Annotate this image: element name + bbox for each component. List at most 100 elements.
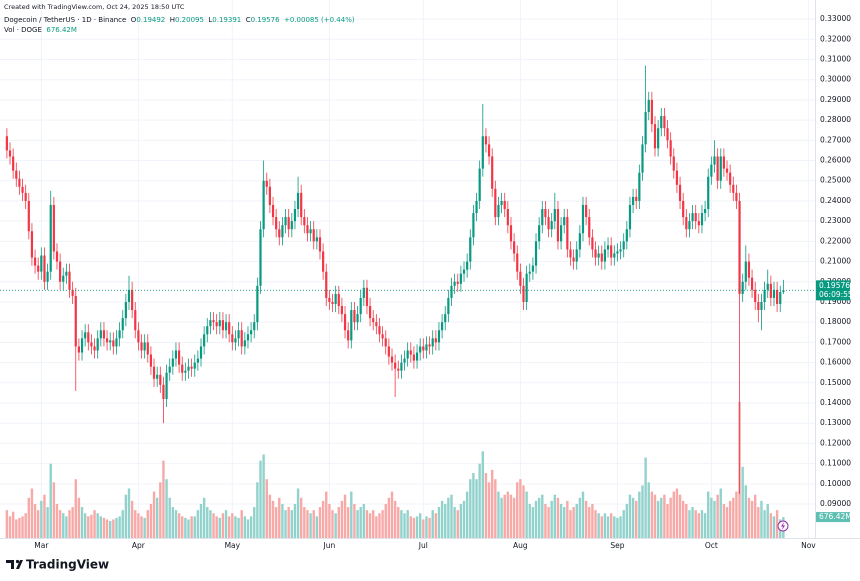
candle-body xyxy=(152,366,156,379)
candle-body xyxy=(415,352,419,361)
candle-body xyxy=(268,186,271,205)
volume-bar xyxy=(68,510,71,538)
candle-body xyxy=(631,196,635,205)
candle-body xyxy=(65,271,68,276)
volume-bar xyxy=(559,503,563,538)
volume-bar xyxy=(303,507,306,538)
candle-body xyxy=(134,310,137,331)
volume-bar xyxy=(741,466,744,538)
volume-bar xyxy=(581,491,585,538)
legend-row: Dogecoin / TetherUS · 1D · Binance O0.19… xyxy=(4,16,355,24)
volume-bar xyxy=(112,519,115,538)
candle-body xyxy=(550,221,553,230)
candle-body xyxy=(503,200,506,210)
candle-body xyxy=(228,322,231,335)
volume-bar xyxy=(569,510,572,538)
volume-bar xyxy=(622,510,625,538)
candle-body xyxy=(534,241,538,266)
candle-body xyxy=(149,354,153,367)
candle-body xyxy=(434,338,437,343)
volume-bar xyxy=(681,500,685,538)
volume-bar xyxy=(218,517,221,538)
volume-bar xyxy=(306,510,309,538)
candle-body xyxy=(600,253,603,262)
candle-body xyxy=(243,340,246,347)
volume-bar xyxy=(271,500,275,538)
volume-bar xyxy=(691,507,694,538)
x-tick-label: Nov xyxy=(801,541,816,550)
candle-body xyxy=(343,314,347,331)
y-tick-label: 0.10000 xyxy=(820,479,851,488)
volume-bar xyxy=(397,507,400,538)
volume-bar xyxy=(475,479,478,538)
y-tick-label: 0.21000 xyxy=(820,257,851,266)
volume-bar xyxy=(606,516,610,538)
candle-body xyxy=(224,322,228,331)
candle-body xyxy=(578,233,581,250)
candle-body xyxy=(49,204,52,272)
volume-bar xyxy=(603,513,607,538)
candle-body xyxy=(575,249,578,262)
y-tick-label: 0.32000 xyxy=(820,34,851,43)
volume-bar xyxy=(365,510,369,538)
volume-bar xyxy=(647,482,650,538)
candle-body xyxy=(669,140,672,157)
candle-body xyxy=(250,330,253,335)
candle-body xyxy=(519,271,522,286)
volume-bar xyxy=(18,517,21,538)
volume-bar xyxy=(309,513,312,538)
ohlc-key: L xyxy=(208,16,213,24)
candle-body xyxy=(622,241,625,250)
volume-bar xyxy=(650,491,654,538)
volume-bar xyxy=(77,497,81,538)
volume-bar xyxy=(259,460,262,538)
candle-body xyxy=(390,356,394,363)
candle-body xyxy=(375,322,378,327)
candle-body xyxy=(124,301,127,319)
candle-body xyxy=(287,217,290,230)
candle-body xyxy=(738,200,741,294)
candle-body xyxy=(256,285,259,323)
candle-body xyxy=(5,136,8,151)
volume-bar xyxy=(481,451,485,538)
volume-bar xyxy=(775,510,779,538)
x-tick-label: Jul xyxy=(418,541,428,550)
candle-body xyxy=(660,116,663,129)
change: +0.00085 (+0.44%) xyxy=(284,16,355,24)
candle-body xyxy=(372,318,375,323)
volume-bar xyxy=(500,497,503,538)
candle-body xyxy=(112,340,115,347)
volume-bar xyxy=(506,491,510,538)
candle-body xyxy=(628,204,632,230)
volume-bar xyxy=(343,494,347,538)
volume-bar xyxy=(149,503,153,538)
volume-value: 676.42M xyxy=(46,26,77,34)
volume-bar xyxy=(672,491,675,538)
ohlc-key: O xyxy=(130,16,137,24)
candle-body xyxy=(663,116,666,129)
volume-bar xyxy=(231,513,234,538)
candle-body xyxy=(259,229,262,286)
volume-bar xyxy=(115,517,118,538)
volume-bar xyxy=(127,488,131,538)
candle-body xyxy=(450,285,453,298)
price-label-box xyxy=(816,280,850,301)
volume-bar xyxy=(494,479,497,538)
volume-bar xyxy=(509,494,513,538)
volume-bar xyxy=(638,491,641,538)
candle-body xyxy=(212,320,215,323)
candle-body xyxy=(597,253,600,258)
candle-body xyxy=(653,124,657,149)
candle-body xyxy=(177,350,181,365)
volume-bar xyxy=(224,510,228,538)
candle-body xyxy=(62,275,65,282)
volume-bar xyxy=(484,473,488,538)
volume-bar xyxy=(375,516,378,538)
candle-body xyxy=(672,156,675,171)
candle-body xyxy=(121,318,124,331)
y-tick-label: 0.29000 xyxy=(820,95,851,104)
candle-body xyxy=(231,334,234,343)
volume-bar xyxy=(315,516,319,538)
volume-bar xyxy=(162,460,165,538)
volume-bar xyxy=(462,500,466,538)
